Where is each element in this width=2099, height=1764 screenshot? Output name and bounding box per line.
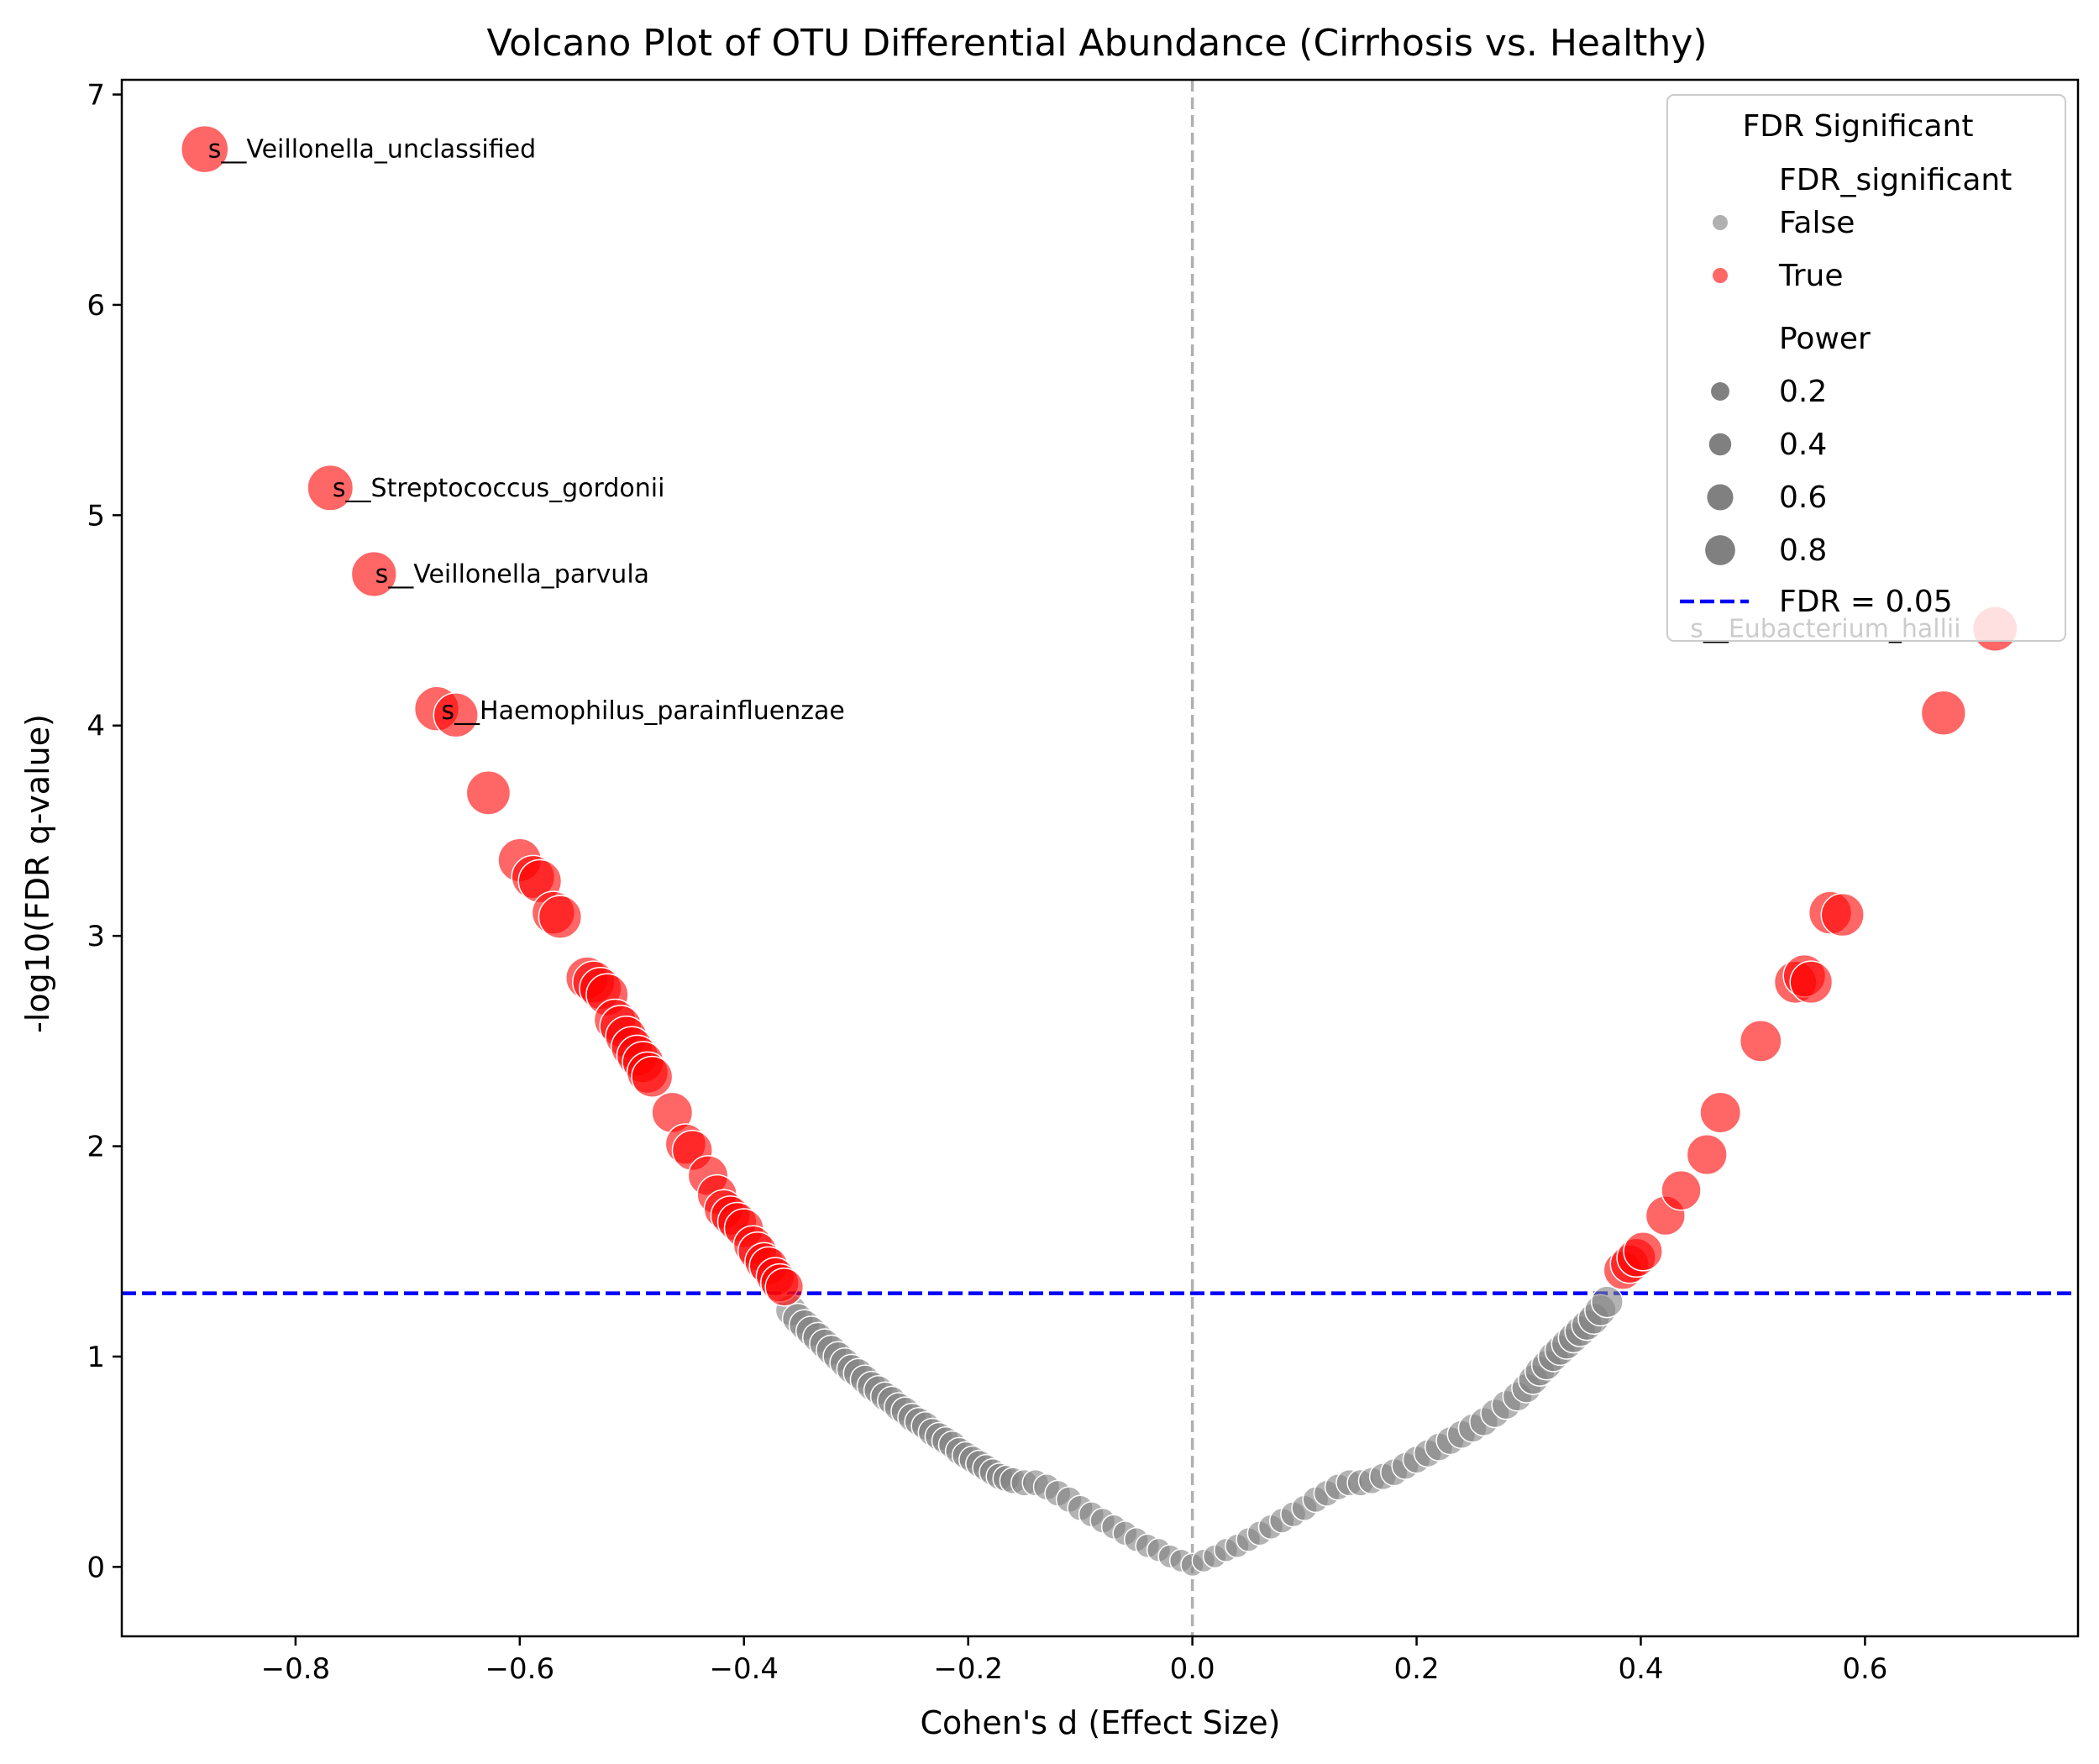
legend-hue-marker bbox=[1713, 215, 1728, 230]
legend-size-label: 0.6 bbox=[1779, 480, 1827, 515]
legend-title: FDR Significant bbox=[1743, 109, 1974, 144]
significant-point bbox=[1661, 1169, 1702, 1211]
axes-frame bbox=[120, 78, 2080, 1638]
x-tick-label: −0.8 bbox=[261, 1652, 331, 1686]
y-tick-label: 5 bbox=[87, 499, 105, 533]
nonsignificant-point bbox=[1590, 1285, 1624, 1319]
significant-point bbox=[465, 770, 512, 816]
significant-point bbox=[631, 1055, 674, 1098]
x-tick-label: −0.4 bbox=[709, 1652, 779, 1686]
legend: FDR Significant FDR_significant False True P… bbox=[1666, 94, 2066, 642]
point-annotation: s__Streptococcus_gordonii bbox=[333, 474, 665, 503]
legend-hue-label: False bbox=[1779, 206, 1855, 240]
significant-point bbox=[1920, 690, 1966, 736]
x-tick-label: −0.2 bbox=[933, 1652, 1003, 1686]
y-tick-label: 1 bbox=[87, 1341, 105, 1374]
legend-size-label: 0.2 bbox=[1779, 375, 1827, 409]
legend-threshold-label: FDR = 0.05 bbox=[1779, 585, 1953, 619]
significant-point bbox=[1820, 892, 1865, 937]
significant-point bbox=[1699, 1091, 1742, 1134]
y-tick-label: 7 bbox=[87, 79, 105, 113]
significant-point bbox=[764, 1268, 805, 1307]
legend-size-label: 0.4 bbox=[1779, 428, 1827, 462]
plot-area: s__Veillonella_unclassified s__Streptococ… bbox=[87, 78, 2080, 1686]
x-tick-label: 0.4 bbox=[1618, 1652, 1663, 1686]
legend-size-marker bbox=[1711, 382, 1729, 401]
legend-size-label: 0.8 bbox=[1779, 533, 1827, 568]
point-annotation: s__Veillonella_unclassified bbox=[208, 135, 536, 165]
y-axis-label: -log10(FDR q-value) bbox=[19, 714, 56, 1033]
significant-point bbox=[538, 895, 583, 939]
legend-hue-label: True bbox=[1778, 259, 1843, 293]
significant-point bbox=[1686, 1133, 1728, 1176]
significant-point bbox=[1623, 1231, 1663, 1272]
significant-point bbox=[433, 692, 479, 738]
y-tick-label: 6 bbox=[87, 289, 105, 323]
point-annotation: s__Haemophilus_parainfluenzae bbox=[441, 696, 844, 726]
x-tick-label: 0.2 bbox=[1394, 1652, 1440, 1686]
y-tick-label: 3 bbox=[87, 920, 105, 953]
x-axis-label: Cohen's d (Effect Size) bbox=[921, 1704, 1281, 1741]
chart-title: Volcano Plot of OTU Differential Abundan… bbox=[486, 22, 1707, 65]
legend-size-marker bbox=[1708, 433, 1732, 456]
y-tick-label: 4 bbox=[87, 710, 105, 743]
significant-point bbox=[1789, 960, 1834, 1005]
significant-point bbox=[1739, 1019, 1782, 1063]
x-tick-label: 0.0 bbox=[1170, 1652, 1215, 1686]
x-tick-label: 0.6 bbox=[1842, 1652, 1887, 1686]
significant-point bbox=[307, 464, 354, 512]
legend-size-marker bbox=[1705, 535, 1735, 565]
point-annotation: s__Veillonella_parvula bbox=[375, 559, 649, 589]
legend-size-title: Power bbox=[1779, 322, 1871, 356]
legend-box bbox=[1666, 94, 2066, 642]
x-tick-label: −0.6 bbox=[485, 1652, 555, 1686]
legend-size-marker bbox=[1707, 484, 1734, 511]
legend-hue-title: FDR_significant bbox=[1779, 163, 2012, 197]
legend-hue-marker bbox=[1713, 268, 1728, 283]
y-tick-label: 0 bbox=[87, 1551, 105, 1584]
y-tick-label: 2 bbox=[87, 1131, 105, 1164]
significant-point bbox=[181, 124, 229, 174]
significant-point bbox=[350, 550, 397, 598]
